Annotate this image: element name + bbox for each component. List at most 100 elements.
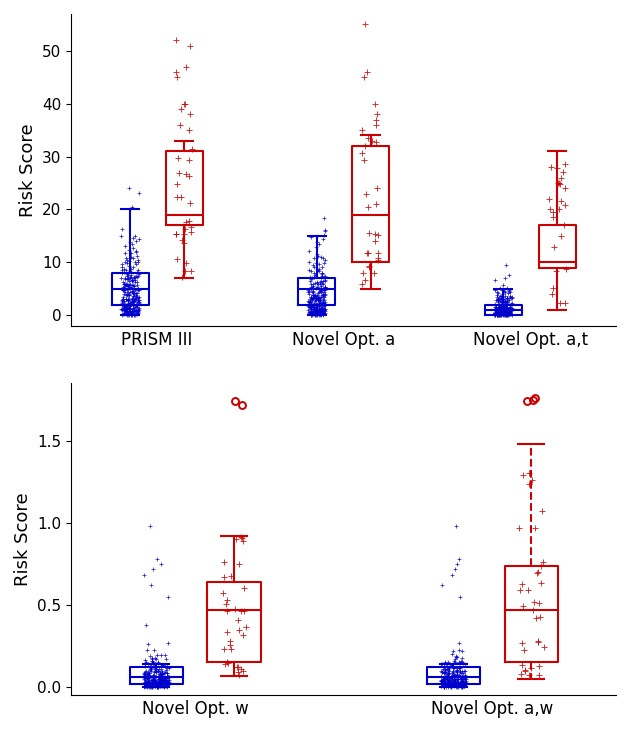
- Point: [310, 269, 320, 280]
- Point: [123, 280, 134, 291]
- Point: [131, 245, 141, 257]
- Point: [154, 680, 164, 692]
- Point: [127, 279, 137, 291]
- Point: [125, 300, 135, 312]
- Point: [496, 307, 507, 319]
- Point: [128, 303, 138, 315]
- Point: [447, 648, 457, 660]
- Point: [502, 294, 512, 305]
- Point: [546, 288, 556, 300]
- Point: [238, 630, 248, 641]
- Point: [461, 673, 471, 684]
- Point: [307, 301, 318, 313]
- Point: [496, 305, 506, 317]
- Point: [452, 665, 462, 677]
- Point: [495, 307, 505, 319]
- Point: [458, 671, 468, 683]
- Point: [159, 676, 169, 688]
- Point: [559, 219, 569, 231]
- Point: [505, 307, 515, 318]
- Point: [447, 671, 457, 683]
- Point: [121, 302, 131, 314]
- Point: [554, 177, 564, 189]
- Point: [164, 676, 174, 688]
- Point: [126, 263, 136, 274]
- Point: [149, 676, 159, 688]
- Point: [501, 302, 511, 314]
- Point: [309, 289, 319, 301]
- Point: [127, 269, 137, 280]
- Point: [459, 680, 469, 692]
- Point: [125, 271, 135, 283]
- Point: [125, 296, 135, 308]
- Point: [124, 288, 134, 300]
- Point: [154, 676, 164, 687]
- Point: [310, 307, 320, 319]
- Point: [159, 675, 169, 687]
- Point: [152, 681, 162, 692]
- Point: [127, 294, 137, 305]
- Point: [447, 678, 457, 690]
- Point: [373, 247, 383, 259]
- Point: [123, 288, 134, 299]
- Point: [456, 655, 466, 667]
- Point: [134, 294, 144, 306]
- Point: [181, 61, 192, 72]
- Point: [495, 308, 505, 320]
- Point: [307, 306, 317, 318]
- Point: [129, 293, 139, 305]
- Point: [148, 669, 158, 681]
- Point: [455, 681, 466, 692]
- Point: [120, 305, 130, 317]
- Point: [316, 308, 326, 320]
- Point: [123, 275, 134, 287]
- Point: [372, 108, 382, 120]
- Point: [317, 270, 327, 282]
- Point: [491, 307, 501, 318]
- Point: [314, 294, 324, 306]
- Point: [448, 666, 458, 678]
- Point: [498, 307, 508, 318]
- Point: [131, 294, 141, 305]
- Point: [117, 264, 127, 275]
- Point: [507, 291, 517, 303]
- Point: [319, 297, 329, 309]
- Point: [449, 679, 459, 691]
- Point: [129, 304, 139, 315]
- Point: [444, 665, 454, 676]
- Point: [130, 301, 140, 313]
- Point: [129, 294, 139, 305]
- Point: [497, 299, 507, 310]
- Point: [303, 295, 313, 307]
- Point: [129, 279, 139, 291]
- Point: [447, 569, 457, 581]
- Point: [148, 657, 158, 669]
- Point: [439, 673, 449, 684]
- Point: [496, 304, 507, 315]
- Point: [459, 679, 469, 691]
- Point: [436, 670, 446, 681]
- Point: [455, 679, 465, 690]
- Point: [450, 665, 461, 676]
- Point: [183, 215, 193, 227]
- Point: [313, 294, 323, 305]
- Point: [360, 274, 370, 286]
- Point: [142, 680, 152, 692]
- Point: [156, 671, 166, 682]
- Point: [309, 302, 319, 313]
- Point: [315, 299, 325, 311]
- Point: [146, 664, 156, 676]
- Point: [133, 292, 143, 304]
- Point: [222, 626, 232, 638]
- Point: [440, 673, 450, 684]
- Point: [131, 258, 141, 270]
- Point: [306, 306, 316, 318]
- Point: [440, 673, 450, 684]
- Point: [149, 563, 159, 575]
- Point: [309, 271, 319, 283]
- Point: [524, 669, 534, 681]
- Point: [128, 299, 138, 311]
- Point: [315, 294, 325, 305]
- Point: [316, 277, 326, 288]
- Point: [491, 302, 501, 314]
